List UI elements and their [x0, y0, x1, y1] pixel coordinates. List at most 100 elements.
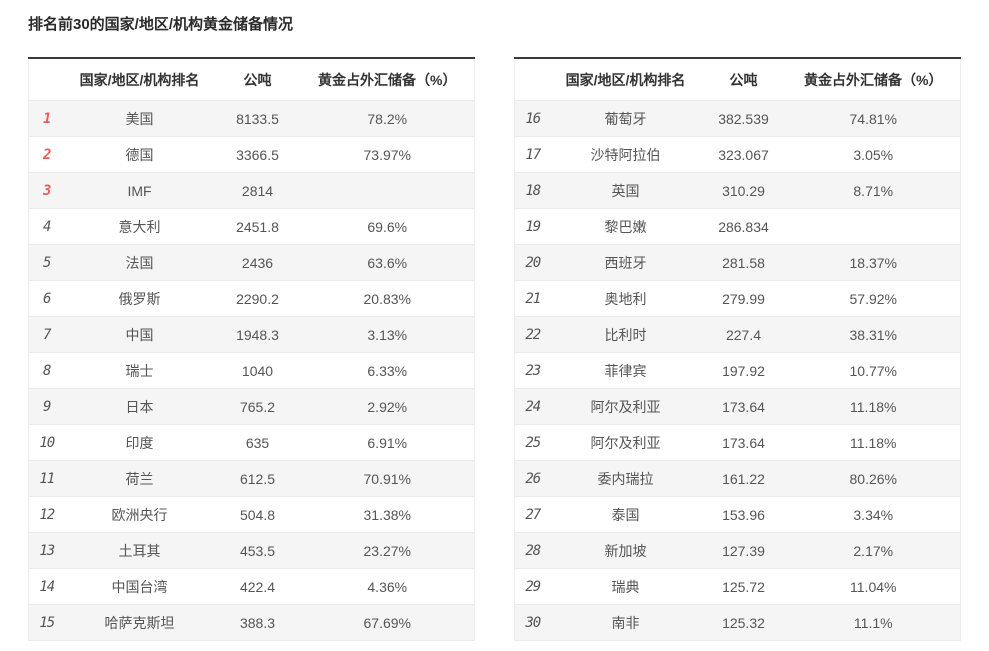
rank-value: 30 — [514, 604, 551, 641]
pct-value: 80.26% — [786, 460, 961, 497]
tons-value: 310.29 — [700, 172, 787, 209]
country-name: 意大利 — [64, 208, 215, 245]
table-row: 12 欧洲央行 504.8 31.38% — [28, 496, 475, 533]
tons-value: 2451.8 — [214, 208, 301, 245]
table-row: 25 阿尔及利亚 173.64 11.18% — [514, 424, 961, 461]
header-pct: 黄金占外汇储备（%） — [786, 58, 961, 101]
country-name: 日本 — [64, 388, 215, 425]
pct-value: 2.17% — [786, 532, 961, 569]
country-name: 荷兰 — [64, 460, 215, 497]
country-name: 英国 — [550, 172, 701, 209]
tons-value: 125.32 — [700, 604, 787, 641]
tons-value: 127.39 — [700, 532, 787, 569]
country-name: 欧洲央行 — [64, 496, 215, 533]
pct-value: 78.2% — [300, 100, 475, 137]
header-tons: 公吨 — [700, 58, 787, 101]
rank-value: 6 — [28, 280, 65, 317]
pct-value: 20.83% — [300, 280, 475, 317]
table-header-left: 国家/地区/机构排名 公吨 黄金占外汇储备（%） — [28, 58, 475, 101]
table-row: 8 瑞士 1040 6.33% — [28, 352, 475, 389]
rank-value: 4 — [28, 208, 65, 245]
rank-value: 21 — [514, 280, 551, 317]
country-name: 德国 — [64, 136, 215, 173]
table-row: 4 意大利 2451.8 69.6% — [28, 208, 475, 245]
pct-value: 3.05% — [786, 136, 961, 173]
table-row: 26 委内瑞拉 161.22 80.26% — [514, 460, 961, 497]
country-name: 泰国 — [550, 496, 701, 533]
rank-value: 16 — [514, 100, 551, 137]
table-body-right: 16 葡萄牙 382.539 74.81% 17 沙特阿拉伯 323.067 3.05% 18 英… — [514, 100, 961, 641]
tons-value: 197.92 — [700, 352, 787, 389]
header-rank — [514, 58, 551, 101]
tons-value: 279.99 — [700, 280, 787, 317]
country-name: 法国 — [64, 244, 215, 281]
tons-value: 2814 — [214, 172, 301, 209]
rank-value: 8 — [28, 352, 65, 389]
pct-value: 6.91% — [300, 424, 475, 461]
pct-value: 63.6% — [300, 244, 475, 281]
rank-value: 3 — [28, 172, 65, 209]
header-country: 国家/地区/机构排名 — [64, 58, 215, 101]
country-name: 菲律宾 — [550, 352, 701, 389]
tons-value: 504.8 — [214, 496, 301, 533]
table-row: 14 中国台湾 422.4 4.36% — [28, 568, 475, 605]
tons-value: 227.4 — [700, 316, 787, 353]
rank-value: 27 — [514, 496, 551, 533]
country-name: 哈萨克斯坦 — [64, 604, 215, 641]
rank-value: 12 — [28, 496, 65, 533]
table-row: 3 IMF 2814 — [28, 172, 475, 209]
country-name: 新加坡 — [550, 532, 701, 569]
pct-value: 69.6% — [300, 208, 475, 245]
tons-value: 8133.5 — [214, 100, 301, 137]
country-name: 西班牙 — [550, 244, 701, 281]
pct-value: 8.71% — [786, 172, 961, 209]
pct-value: 74.81% — [786, 100, 961, 137]
country-name: 瑞士 — [64, 352, 215, 389]
pct-value: 67.69% — [300, 604, 475, 641]
tons-value: 635 — [214, 424, 301, 461]
pct-value: 11.04% — [786, 568, 961, 605]
pct-value: 3.13% — [300, 316, 475, 353]
rank-value: 20 — [514, 244, 551, 281]
pct-value: 38.31% — [786, 316, 961, 353]
table-row: 2 德国 3366.5 73.97% — [28, 136, 475, 173]
gold-reserves-table-left: 国家/地区/机构排名 公吨 黄金占外汇储备（%） 1 美国 8133.5 78.2% 2… — [28, 57, 475, 641]
header-rank — [28, 58, 65, 101]
country-name: 印度 — [64, 424, 215, 461]
rank-value: 7 — [28, 316, 65, 353]
country-name: 黎巴嫩 — [550, 208, 701, 245]
tons-value: 323.067 — [700, 136, 787, 173]
country-name: 美国 — [64, 100, 215, 137]
pct-value: 70.91% — [300, 460, 475, 497]
country-name: 葡萄牙 — [550, 100, 701, 137]
pct-value: 3.34% — [786, 496, 961, 533]
tons-value: 125.72 — [700, 568, 787, 605]
table-row: 27 泰国 153.96 3.34% — [514, 496, 961, 533]
tons-value: 286.834 — [700, 208, 787, 245]
header-row: 国家/地区/机构排名 公吨 黄金占外汇储备（%） — [28, 58, 475, 101]
pct-value: 31.38% — [300, 496, 475, 533]
country-name: 奥地利 — [550, 280, 701, 317]
rank-value: 23 — [514, 352, 551, 389]
tons-value: 173.64 — [700, 388, 787, 425]
header-country: 国家/地区/机构排名 — [550, 58, 701, 101]
rank-value: 28 — [514, 532, 551, 569]
gold-reserves-table-right: 国家/地区/机构排名 公吨 黄金占外汇储备（%） 16 葡萄牙 382.539 74.… — [514, 57, 961, 641]
pct-value: 18.37% — [786, 244, 961, 281]
rank-value: 9 — [28, 388, 65, 425]
rank-value: 14 — [28, 568, 65, 605]
country-name: 阿尔及利亚 — [550, 424, 701, 461]
table-row: 29 瑞典 125.72 11.04% — [514, 568, 961, 605]
table-row: 10 印度 635 6.91% — [28, 424, 475, 461]
pct-value: 73.97% — [300, 136, 475, 173]
tons-value: 281.58 — [700, 244, 787, 281]
pct-value: 57.92% — [786, 280, 961, 317]
table-row: 1 美国 8133.5 78.2% — [28, 100, 475, 137]
table-row: 6 俄罗斯 2290.2 20.83% — [28, 280, 475, 317]
rank-value: 18 — [514, 172, 551, 209]
tons-value: 1040 — [214, 352, 301, 389]
country-name: 南非 — [550, 604, 701, 641]
table-row: 24 阿尔及利亚 173.64 11.18% — [514, 388, 961, 425]
table-row: 18 英国 310.29 8.71% — [514, 172, 961, 209]
rank-value: 13 — [28, 532, 65, 569]
